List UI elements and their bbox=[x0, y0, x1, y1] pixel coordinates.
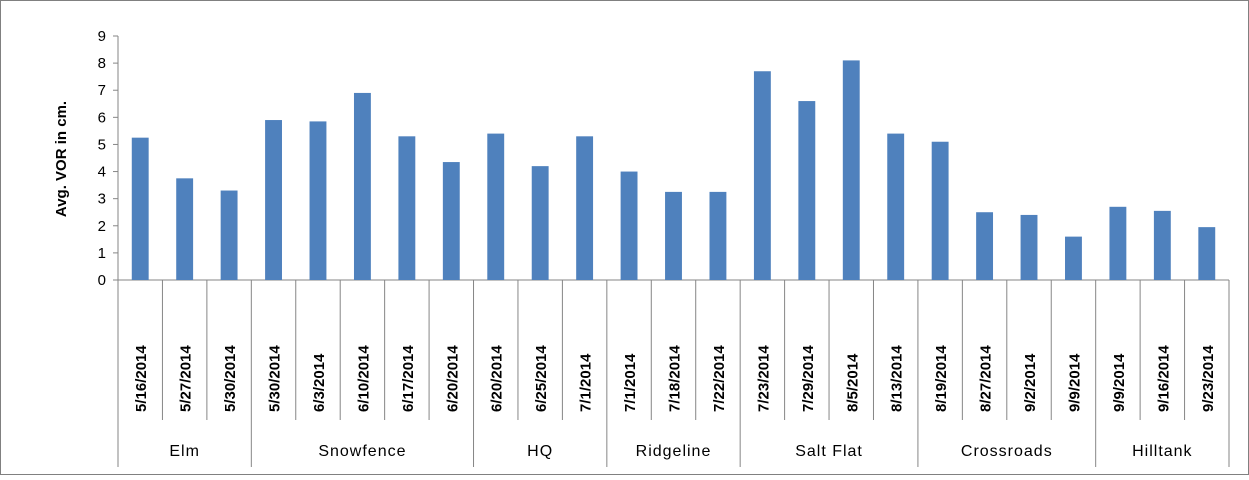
y-tick-label: 3 bbox=[98, 191, 106, 208]
bar bbox=[531, 166, 549, 280]
bar bbox=[753, 71, 771, 280]
bar bbox=[309, 121, 327, 281]
x-tick-label: 9/9/2014 bbox=[1111, 353, 1128, 412]
group-label: Ridgeline bbox=[636, 443, 712, 460]
bar bbox=[887, 133, 905, 280]
x-tick-label: 6/10/2014 bbox=[355, 345, 372, 412]
x-tick-label: 6/3/2014 bbox=[311, 353, 328, 412]
bar bbox=[442, 162, 460, 280]
x-tick-label: 8/13/2014 bbox=[889, 345, 906, 412]
bar bbox=[353, 92, 371, 280]
group-label: HQ bbox=[527, 443, 553, 460]
x-tick-label: 6/17/2014 bbox=[400, 345, 417, 412]
bar bbox=[665, 191, 682, 280]
x-tick-label: 5/30/2014 bbox=[222, 345, 239, 412]
bar bbox=[1020, 214, 1038, 280]
y-tick-label: 0 bbox=[98, 272, 106, 289]
y-tick-label: 4 bbox=[98, 164, 106, 181]
x-tick-label: 7/1/2014 bbox=[622, 353, 639, 412]
x-tick-label: 5/27/2014 bbox=[178, 345, 195, 412]
bar bbox=[265, 120, 282, 281]
y-tick-label: 6 bbox=[98, 109, 106, 126]
x-tick-label: 7/29/2014 bbox=[800, 345, 817, 412]
bar bbox=[1109, 206, 1127, 280]
group-label: Elm bbox=[169, 443, 200, 460]
x-tick-label: 7/18/2014 bbox=[667, 345, 684, 412]
category-labels: 5/16/2014 5/27/2014 5/30/2014 5/30/2014 6/3/… bbox=[133, 345, 1217, 460]
x-tick-label: 9/23/2014 bbox=[1200, 345, 1217, 412]
y-tick-label: 5 bbox=[98, 136, 106, 153]
x-tick-label: 7/23/2014 bbox=[755, 345, 772, 412]
bar bbox=[398, 136, 416, 280]
group-label: Snowfence bbox=[318, 443, 406, 460]
x-tick-label: 9/9/2014 bbox=[1066, 353, 1083, 412]
bar bbox=[176, 178, 194, 280]
x-tick-label: 9/2/2014 bbox=[1022, 353, 1039, 412]
bars bbox=[131, 60, 1216, 281]
bar bbox=[1198, 227, 1216, 280]
bar bbox=[620, 171, 638, 280]
bar bbox=[798, 101, 816, 280]
y-tick-label: 2 bbox=[98, 218, 106, 235]
y-tick-label: 1 bbox=[98, 245, 106, 262]
bar bbox=[1153, 210, 1171, 280]
axes: 0 1 2 3 4 5 6 7 8 9 bbox=[98, 28, 1230, 467]
x-tick-label: 7/22/2014 bbox=[711, 345, 728, 412]
x-tick-label: 8/27/2014 bbox=[978, 345, 995, 412]
y-tick-label: 9 bbox=[98, 28, 106, 45]
y-tick-label: 7 bbox=[98, 82, 106, 99]
bar bbox=[931, 141, 949, 280]
x-tick-label: 6/20/2014 bbox=[489, 345, 506, 412]
bar bbox=[976, 212, 994, 280]
bar bbox=[131, 137, 149, 280]
group-label: Hilltank bbox=[1132, 443, 1192, 460]
x-tick-label: 5/16/2014 bbox=[133, 345, 150, 412]
y-tick-label: 8 bbox=[98, 55, 106, 72]
y-axis-label: Avg. VOR in cm. bbox=[53, 101, 70, 217]
x-tick-label: 6/20/2014 bbox=[444, 345, 461, 412]
group-label: Salt Flat bbox=[795, 443, 863, 460]
x-tick-label: 6/25/2014 bbox=[533, 345, 550, 412]
x-tick-label: 8/5/2014 bbox=[844, 353, 861, 412]
bar bbox=[1065, 236, 1082, 280]
bar bbox=[842, 60, 860, 281]
bar bbox=[576, 136, 594, 280]
group-label: Crossroads bbox=[961, 443, 1053, 460]
x-tick-label: 7/1/2014 bbox=[578, 353, 595, 412]
x-tick-label: 9/16/2014 bbox=[1155, 345, 1172, 412]
x-tick-label: 5/30/2014 bbox=[267, 345, 284, 412]
bar bbox=[220, 190, 238, 280]
bar bbox=[487, 133, 505, 280]
bar bbox=[709, 191, 727, 280]
x-tick-label: 8/19/2014 bbox=[933, 345, 950, 412]
